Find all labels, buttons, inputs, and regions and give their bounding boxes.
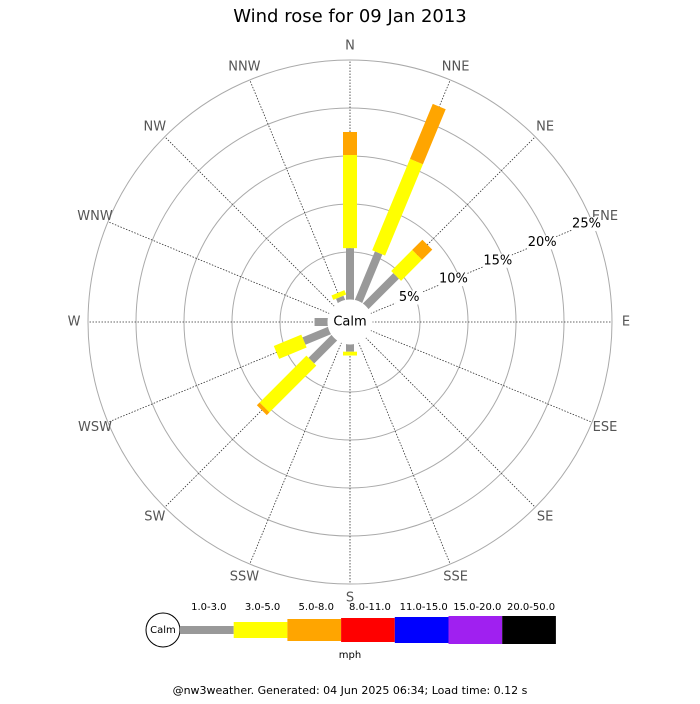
radial-line xyxy=(107,221,330,314)
wind-segment xyxy=(354,251,383,304)
direction-label: ESE xyxy=(593,420,618,435)
legend-swatch xyxy=(233,622,288,638)
radial-line xyxy=(164,136,335,307)
wind-segment xyxy=(412,239,433,260)
legend-swatch xyxy=(448,616,503,644)
wind-segment xyxy=(273,334,307,359)
direction-label: N xyxy=(345,39,355,54)
wind-segment xyxy=(343,351,357,356)
direction-label: NNW xyxy=(228,60,260,75)
legend-swatch xyxy=(394,617,449,643)
chart-title: Wind rose for 09 Jan 2013 xyxy=(233,6,467,27)
wind-segment xyxy=(331,290,347,300)
wind-segment xyxy=(314,318,328,326)
radial-line xyxy=(249,342,342,565)
calm-label: Calm xyxy=(333,315,366,330)
direction-label: SSE xyxy=(443,569,468,584)
ring-label-bg xyxy=(572,217,601,232)
wind-segment xyxy=(336,295,346,304)
wind-segment xyxy=(346,344,354,352)
direction-label: SW xyxy=(144,510,165,525)
ring-label-bg xyxy=(483,253,512,268)
direction-label: S xyxy=(346,591,354,606)
radial-line xyxy=(358,342,451,565)
ring-label: 5% xyxy=(399,290,420,305)
wind-segment xyxy=(259,355,317,413)
ring-label: 25% xyxy=(572,217,601,232)
wind-segment xyxy=(343,132,357,156)
direction-label: WSW xyxy=(78,420,112,435)
unit-label: mph xyxy=(339,650,361,661)
direction-label: E xyxy=(622,315,630,330)
wind-segment xyxy=(362,273,399,310)
ring-label-bg xyxy=(395,290,424,305)
legend-label: 15.0-20.0 xyxy=(453,602,501,613)
radial-line xyxy=(365,337,536,508)
wind-segment xyxy=(346,248,354,300)
direction-label: WNW xyxy=(77,209,113,224)
wind-segment xyxy=(409,103,446,165)
ring-label: 15% xyxy=(483,253,512,268)
legend-label: 11.0-15.0 xyxy=(400,602,448,613)
legend-calm-label: Calm xyxy=(150,625,176,636)
direction-label: NE xyxy=(536,119,554,134)
radial-line xyxy=(249,79,342,302)
ring-label: 10% xyxy=(439,272,468,287)
legend-label: 5.0-8.0 xyxy=(299,602,334,613)
direction-label: NW xyxy=(144,119,167,134)
wind-segment xyxy=(308,334,338,364)
wind-segment xyxy=(302,326,332,345)
direction-label: SSW xyxy=(230,569,260,584)
direction-label: W xyxy=(68,315,81,330)
ring-label: 20% xyxy=(528,235,557,250)
direction-label: SE xyxy=(537,510,553,525)
direction-label: NNE xyxy=(442,60,470,75)
ring xyxy=(87,59,613,585)
radial-line xyxy=(370,330,593,423)
wind-segment xyxy=(391,249,423,281)
legend-label: 20.0-50.0 xyxy=(507,602,555,613)
calm-circle xyxy=(327,299,373,345)
footer: @nw3weather. Generated: 04 Jun 2025 06:3… xyxy=(173,684,528,697)
legend-label: 3.0-5.0 xyxy=(245,602,280,613)
wind-segment xyxy=(343,155,357,249)
legend-label: 1.0-3.0 xyxy=(191,602,226,613)
legend-label: 8.0-11.0 xyxy=(349,602,391,613)
legend-swatch xyxy=(341,618,395,642)
legend-swatch xyxy=(287,619,342,641)
wind-segment xyxy=(256,402,270,416)
wind-segment xyxy=(372,158,423,256)
ring-label-bg xyxy=(439,272,468,287)
legend-swatch xyxy=(180,626,234,634)
ring-label-bg xyxy=(528,235,557,250)
legend-swatch xyxy=(502,616,556,644)
